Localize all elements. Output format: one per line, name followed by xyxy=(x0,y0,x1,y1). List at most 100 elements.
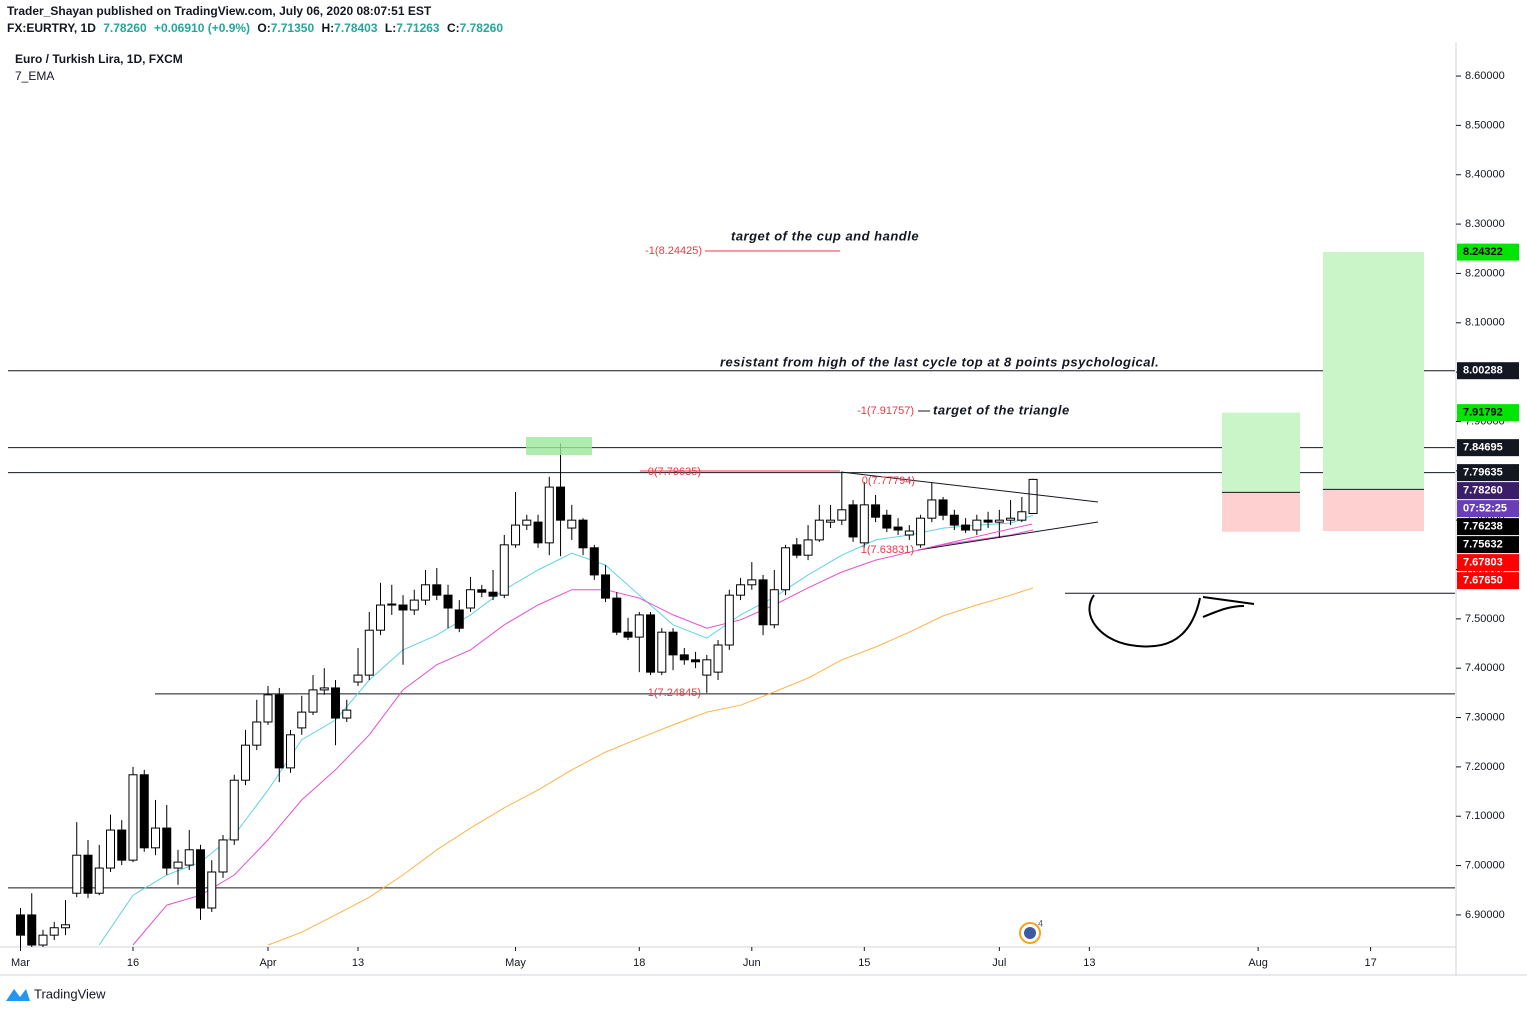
event-count: 4 xyxy=(1038,918,1043,928)
candle-body xyxy=(319,687,329,691)
price-tag-label: 7.76238 xyxy=(1463,521,1503,533)
candle-body xyxy=(826,519,836,523)
y-tick-label: 8.30000 xyxy=(1465,218,1505,230)
price-tag-label: 7.84695 xyxy=(1463,442,1503,454)
candle-body xyxy=(736,584,746,596)
ohlc-value: 7.71263 xyxy=(396,21,440,35)
candle-body xyxy=(15,914,25,936)
candle-body xyxy=(961,524,971,531)
candle-body xyxy=(781,547,791,591)
symbol-line: FX:EURTRY, 1D 7.78260 +0.06910 (+0.9%) O… xyxy=(7,21,503,35)
triangle-line xyxy=(840,471,1099,503)
candle-body xyxy=(38,934,48,946)
candle-body xyxy=(983,519,993,523)
candle-body xyxy=(837,509,847,521)
price-tag xyxy=(1457,500,1519,518)
candle-body xyxy=(758,579,768,626)
ema-line xyxy=(132,529,1034,946)
candle-body xyxy=(398,604,408,611)
candle-body xyxy=(904,530,914,536)
x-tick-label: 15 xyxy=(858,957,870,969)
candle-body xyxy=(578,519,588,549)
candle-body xyxy=(184,849,194,866)
candle-body xyxy=(105,829,115,869)
price-tag xyxy=(1457,439,1519,457)
candle-body xyxy=(511,524,521,546)
x-tick-label: 16 xyxy=(127,957,139,969)
fib-label: 0(7.79635) xyxy=(648,466,701,478)
candle-body xyxy=(623,631,633,638)
price-tag xyxy=(1457,464,1519,482)
candle-body xyxy=(443,594,453,609)
y-tick-label: 7.50000 xyxy=(1465,613,1505,625)
candle-body xyxy=(848,504,858,538)
candle-body xyxy=(286,734,296,769)
candle-body xyxy=(342,709,352,719)
candle-body xyxy=(859,504,869,544)
logo xyxy=(6,989,30,1001)
candle-body xyxy=(646,614,656,673)
candle-body xyxy=(747,579,757,586)
candle-body xyxy=(72,854,82,894)
chart-title: Euro / Turkish Lira, 1D, FXCM xyxy=(15,52,183,66)
ohlc-value: 7.78260 xyxy=(460,21,504,35)
ema-line xyxy=(98,514,1034,946)
candle-body xyxy=(567,519,577,529)
candle-body xyxy=(207,871,217,909)
highlight-box xyxy=(526,437,592,455)
candle-body xyxy=(477,589,487,593)
candle-body xyxy=(533,521,543,544)
candle-body xyxy=(679,654,689,661)
ohlc-value: 7.71350 xyxy=(271,21,315,35)
candle-body xyxy=(972,519,982,531)
candle-body xyxy=(387,603,397,606)
indicator-name: 7_EMA xyxy=(15,69,54,83)
candle-body xyxy=(353,674,363,683)
candle-body xyxy=(814,519,824,541)
symbol: FX:EURTRY, 1D xyxy=(7,21,96,35)
candle-body xyxy=(49,927,59,936)
fib-label: 1(7.63831) xyxy=(861,544,914,556)
candle-body xyxy=(668,631,678,656)
candle-body xyxy=(713,644,723,673)
candle-body xyxy=(1028,478,1038,514)
candle-body xyxy=(657,631,667,673)
candle-body xyxy=(893,526,903,531)
x-tick-label: 18 xyxy=(633,957,645,969)
price-tag xyxy=(1457,404,1519,422)
cup-drawing xyxy=(1088,594,1201,648)
candle-body xyxy=(702,659,712,676)
ohlc-key: C: xyxy=(447,21,460,35)
x-tick-label: Jun xyxy=(743,957,761,969)
candle-body xyxy=(601,574,611,599)
candle-body xyxy=(421,584,431,601)
price-tag-label: 8.00288 xyxy=(1463,365,1503,377)
candle-body xyxy=(297,711,307,729)
candle-body xyxy=(949,514,959,526)
ohlc-value: 7.78403 xyxy=(334,21,378,35)
profit-zone xyxy=(1323,252,1424,490)
candle-body xyxy=(196,849,206,909)
candle-body xyxy=(499,544,509,596)
y-tick-label: 8.50000 xyxy=(1465,119,1505,131)
candle-body xyxy=(488,591,498,597)
y-tick-label: 8.10000 xyxy=(1465,317,1505,329)
candle-body xyxy=(162,827,172,869)
y-tick-label: 7.00000 xyxy=(1465,859,1505,871)
y-tick-label: 7.30000 xyxy=(1465,711,1505,723)
event-icon xyxy=(1024,927,1036,939)
candle-body xyxy=(612,597,622,633)
candle-body xyxy=(151,827,161,849)
candle-body xyxy=(229,779,239,841)
candle-body xyxy=(252,721,262,746)
candle-body xyxy=(60,924,70,929)
price-tag xyxy=(1457,482,1519,500)
profit-zone xyxy=(1222,412,1300,493)
candle-body xyxy=(792,544,802,556)
candle-body xyxy=(1017,511,1027,521)
candle-body xyxy=(882,514,892,529)
candle-body xyxy=(27,914,37,946)
triangle-line xyxy=(917,523,1033,551)
candle-body xyxy=(117,829,127,861)
